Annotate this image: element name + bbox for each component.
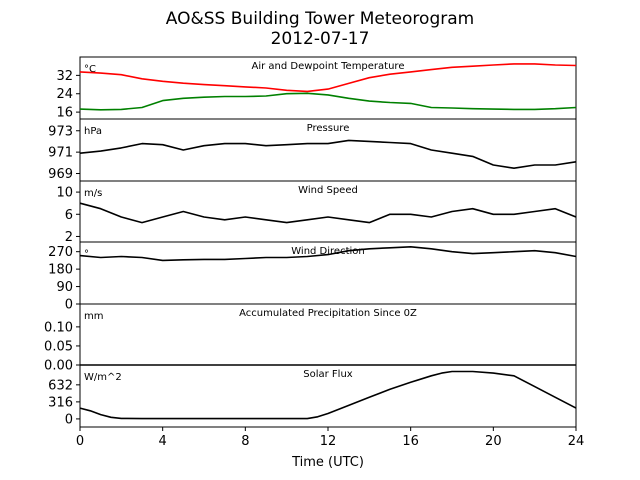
- y-tick-label: 316: [48, 395, 73, 410]
- y-tick-label: 973: [48, 124, 73, 139]
- figure-title-line1: AO&SS Building Tower Meteorogram: [166, 9, 474, 29]
- panel-unit: mm: [84, 311, 103, 322]
- panel-0: Air and Dewpoint Temperature °C 16 24 32: [56, 56, 577, 121]
- panel-title: Solar Flux: [303, 369, 353, 380]
- y-tick-label: 32: [56, 69, 73, 84]
- series-line: [79, 92, 577, 111]
- y-tick-label: 24: [56, 87, 73, 102]
- y-tick-label: 90: [56, 280, 73, 295]
- series-line: [79, 202, 577, 224]
- x-tick-label: 16: [402, 434, 419, 449]
- x-tick-label: 8: [241, 434, 249, 449]
- series-line: [79, 246, 577, 262]
- panel-title: Accumulated Precipitation Since 0Z: [239, 308, 417, 319]
- y-tick-label: 0: [65, 412, 73, 427]
- panel-1: Pressure hPa 969 971 973: [48, 118, 577, 182]
- panel-5: Solar Flux W/m^2 0 316 632: [48, 364, 577, 428]
- panels: Air and Dewpoint Temperature °C 16 24 32 Pres…: [44, 56, 577, 428]
- panel-unit: m/s: [84, 188, 102, 199]
- x-axis: 0 4 8 12 16 20 24: [76, 427, 584, 449]
- x-tick-label: 20: [485, 434, 502, 449]
- panel-title: Wind Direction: [291, 246, 365, 257]
- x-axis-label: Time (UTC): [291, 455, 364, 470]
- panel-unit: hPa: [84, 126, 102, 137]
- y-tick-label: 971: [48, 146, 73, 161]
- x-tick-label: 0: [76, 434, 84, 449]
- x-tick-label: 24: [568, 434, 585, 449]
- y-tick-label: 2: [65, 230, 73, 245]
- x-tick-label: 12: [320, 434, 337, 449]
- x-tick-label: 4: [159, 434, 167, 449]
- panel-title: Air and Dewpoint Temperature: [252, 61, 405, 72]
- y-tick-label: 10: [56, 186, 73, 201]
- y-tick-label: 0.05: [44, 339, 73, 354]
- figure-title-line2: 2012-07-17: [271, 29, 370, 49]
- series-line: [79, 370, 577, 420]
- panel-title: Pressure: [307, 123, 350, 134]
- panel-2: Wind Speed m/s 2 6 10: [56, 180, 577, 245]
- panel-3: Wind Direction ° 0 90 180 270: [48, 241, 577, 313]
- y-tick-label: 0.00: [44, 359, 73, 374]
- y-tick-label: 16: [56, 106, 73, 121]
- y-tick-label: 180: [48, 263, 73, 278]
- panel-unit: °: [84, 249, 89, 260]
- y-tick-label: 632: [48, 378, 73, 393]
- y-tick-label: 969: [48, 167, 73, 182]
- series-line: [79, 63, 577, 93]
- y-tick-label: 0: [65, 298, 73, 313]
- panel-unit: °C: [84, 64, 96, 75]
- panel-unit: W/m^2: [84, 372, 122, 383]
- y-tick-label: 6: [65, 208, 73, 223]
- series-line: [79, 139, 577, 169]
- y-tick-label: 0.10: [44, 320, 73, 335]
- panel-title: Wind Speed: [298, 185, 358, 196]
- y-tick-label: 270: [48, 245, 73, 260]
- panel-4: Accumulated Precipitation Since 0Z mm 0.00…: [44, 303, 577, 374]
